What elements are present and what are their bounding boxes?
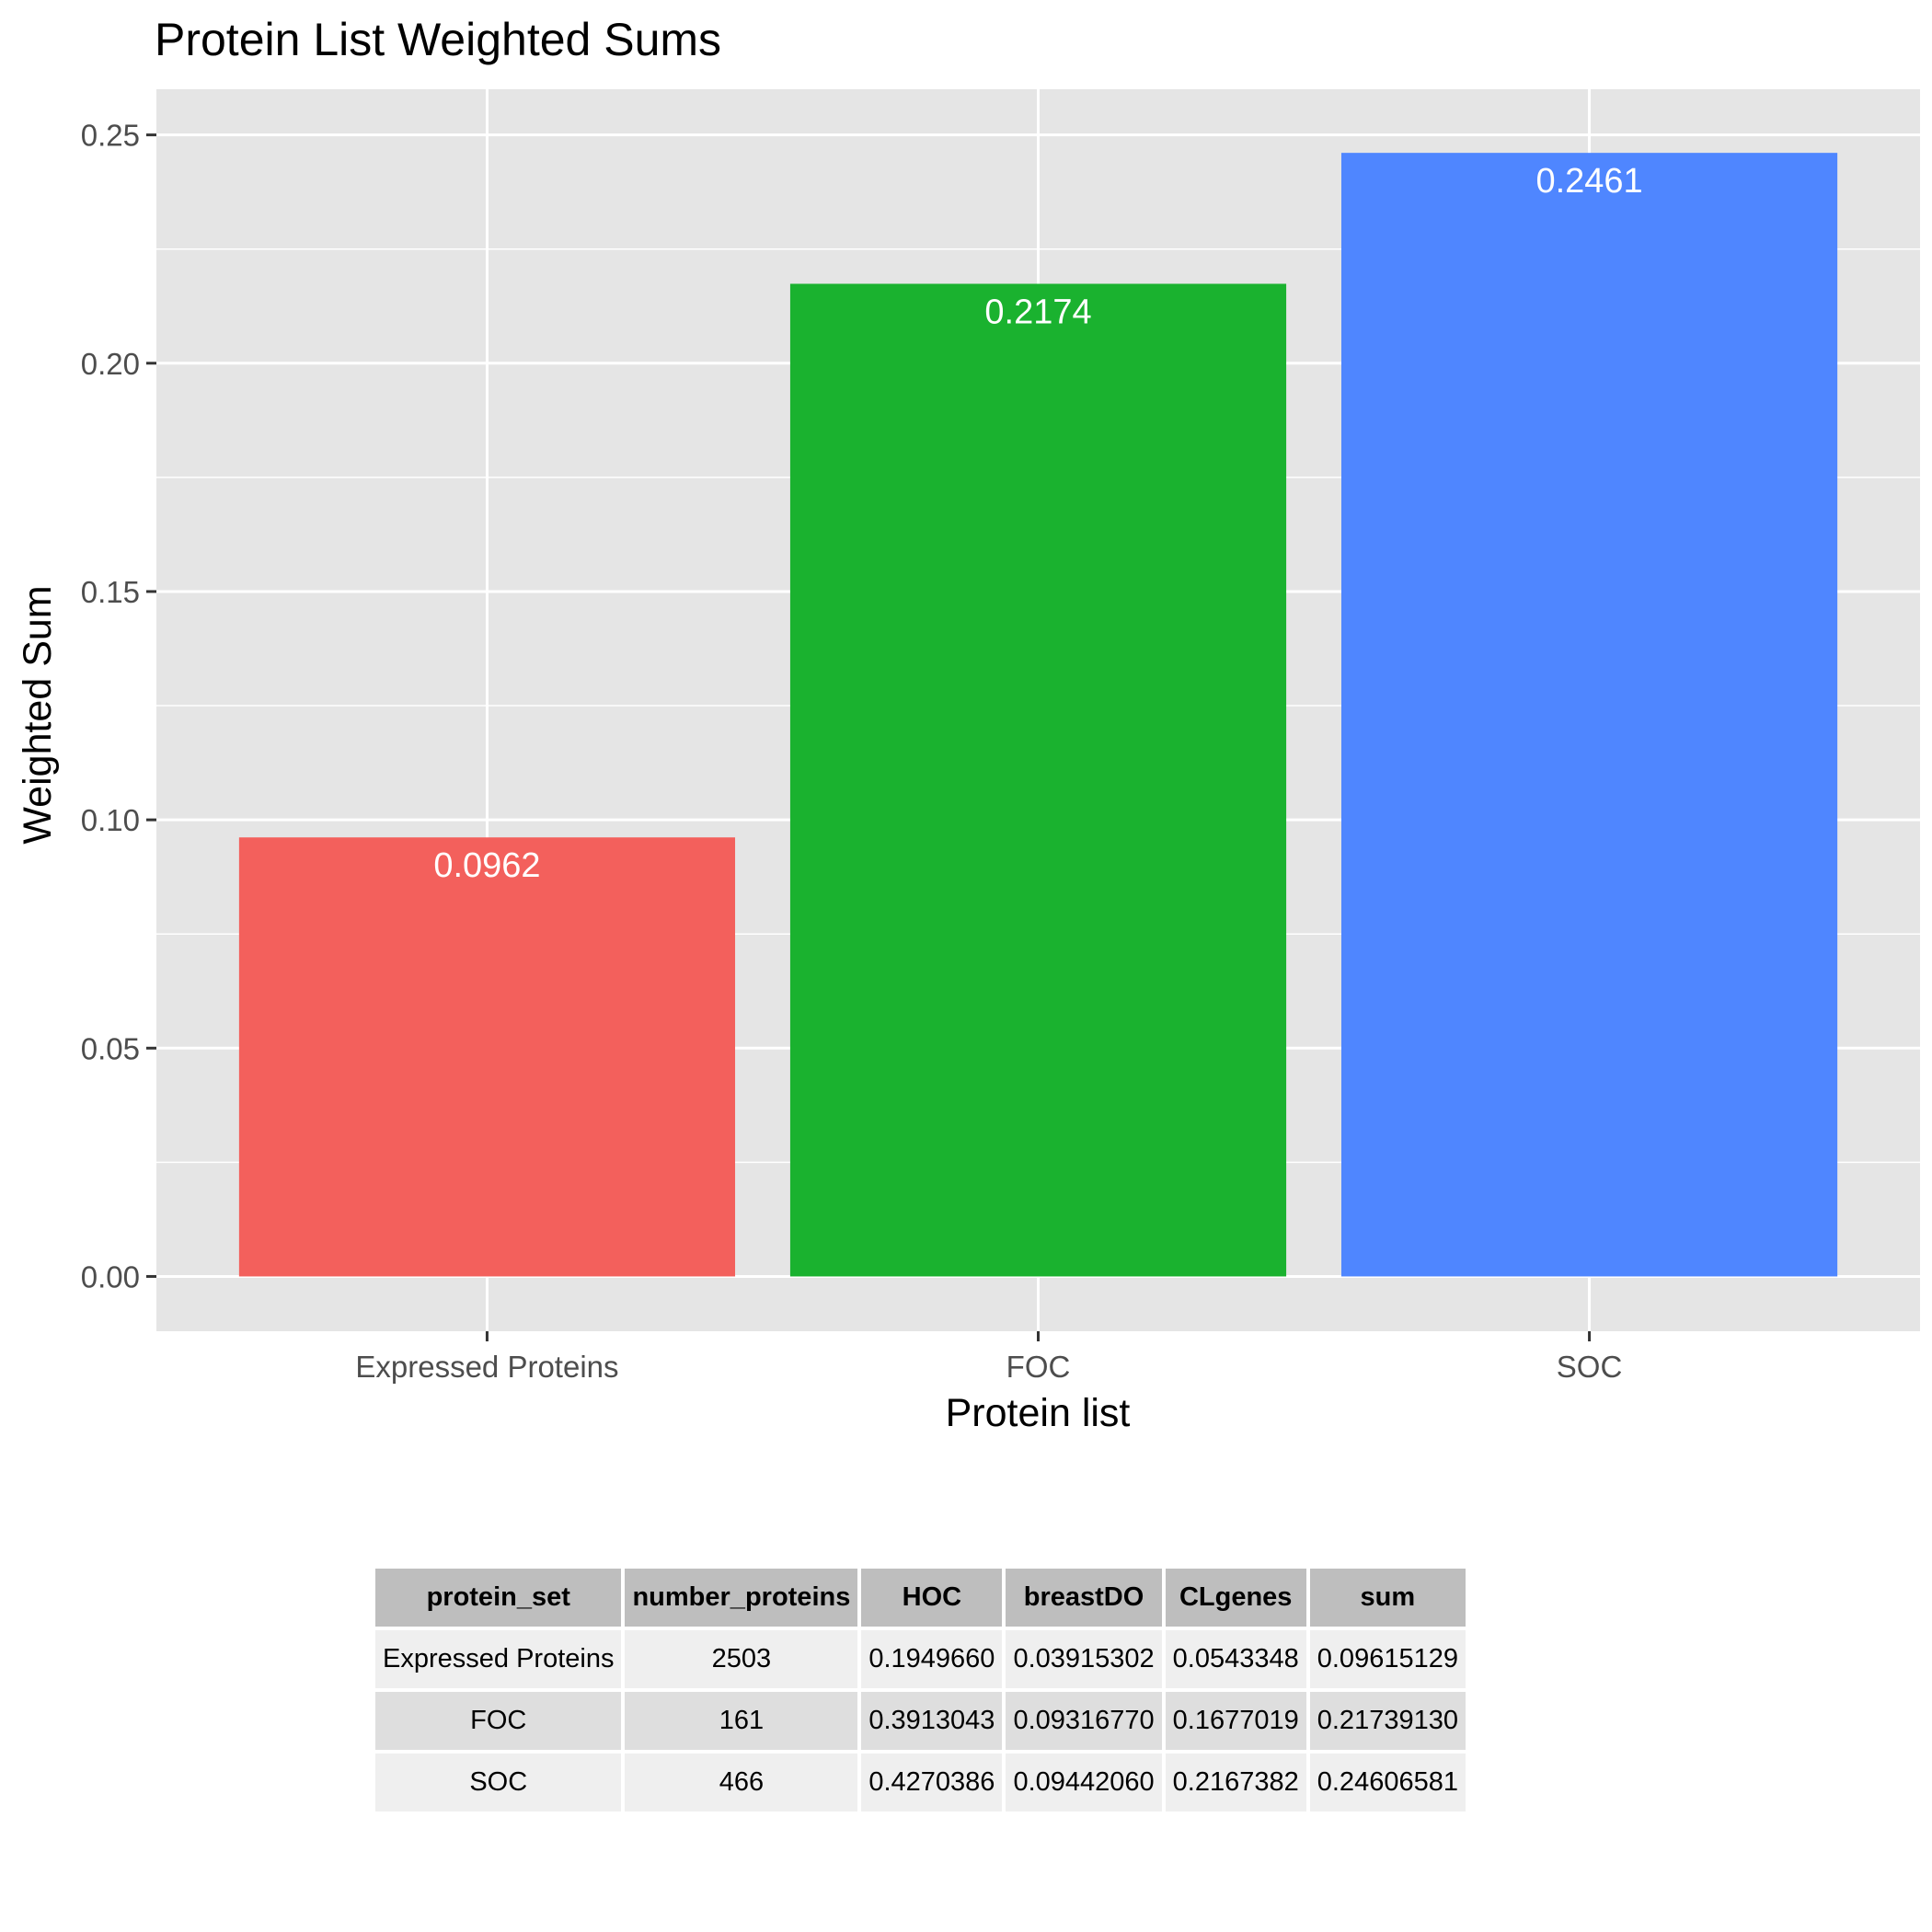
- table-header-number-proteins: number_proteins: [625, 1569, 858, 1627]
- table-cell: 0.09615129: [1309, 1630, 1466, 1688]
- table-cell: FOC: [375, 1692, 622, 1750]
- axes: 0.00 0.05 0.10 0.15 0.20 0.25 Expressed Protei…: [81, 119, 1623, 1384]
- y-tick-label: 0.10: [81, 803, 140, 837]
- x-axis-title: Protein list: [946, 1391, 1131, 1435]
- table-header-sum: sum: [1309, 1569, 1466, 1627]
- y-tick-label: 0.05: [81, 1031, 140, 1065]
- table-cell: 0.21739130: [1309, 1692, 1466, 1750]
- data-label: 0.2174: [984, 293, 1091, 331]
- table-row: SOC 466 0.4270386 0.09442060 0.2167382 0…: [375, 1754, 1466, 1811]
- bar: [1340, 153, 1838, 1277]
- data-labels: 0.0962 0.2174 0.2461: [433, 162, 1642, 885]
- table-cell: 0.03915302: [1006, 1630, 1162, 1688]
- table-cell: 2503: [625, 1630, 858, 1688]
- table-cell: 0.1677019: [1165, 1692, 1306, 1750]
- table-cell: 466: [625, 1754, 858, 1811]
- data-label: 0.0962: [433, 846, 540, 885]
- summary-table: protein_set number_proteins HOC breastDO…: [372, 1565, 1469, 1815]
- y-axis-title: Weighted Sum: [16, 585, 60, 844]
- data-label: 0.2461: [1535, 162, 1642, 201]
- table-header-clgenes: CLgenes: [1165, 1569, 1306, 1627]
- table-row: FOC 161 0.3913043 0.09316770 0.1677019 0…: [375, 1692, 1466, 1750]
- x-tick-label: FOC: [1006, 1350, 1071, 1384]
- table-cell: 0.24606581: [1309, 1754, 1466, 1811]
- table-row: Expressed Proteins 2503 0.1949660 0.0391…: [375, 1630, 1466, 1688]
- bar: [789, 283, 1287, 1277]
- y-tick-label: 0.25: [81, 119, 140, 153]
- table-cell: 0.4270386: [861, 1754, 1003, 1811]
- table-cell: Expressed Proteins: [375, 1630, 622, 1688]
- table-header-protein-set: protein_set: [375, 1569, 622, 1627]
- table-cell: SOC: [375, 1754, 622, 1811]
- table-cell: 0.09442060: [1006, 1754, 1162, 1811]
- table-header-hoc: HOC: [861, 1569, 1003, 1627]
- table-header-row: protein_set number_proteins HOC breastDO…: [375, 1569, 1466, 1627]
- table-cell: 0.2167382: [1165, 1754, 1306, 1811]
- table-cell: 161: [625, 1692, 858, 1750]
- bar-chart: Protein List Weighted Sums 0.09620.21740…: [16, 14, 1920, 1435]
- table-cell: 0.0543348: [1165, 1630, 1306, 1688]
- bars: [238, 153, 1838, 1277]
- x-tick-label: Expressed Proteins: [355, 1350, 618, 1384]
- y-tick-label: 0.00: [81, 1259, 140, 1294]
- table-cell: 0.3913043: [861, 1692, 1003, 1750]
- y-tick-label: 0.20: [81, 347, 140, 381]
- table-cell: 0.09316770: [1006, 1692, 1162, 1750]
- chart-title: Protein List Weighted Sums: [155, 14, 721, 65]
- bar: [238, 837, 736, 1277]
- y-tick-label: 0.15: [81, 575, 140, 609]
- table-cell: 0.1949660: [861, 1630, 1003, 1688]
- table-header-breastdo: breastDO: [1006, 1569, 1162, 1627]
- x-tick-label: SOC: [1557, 1350, 1623, 1384]
